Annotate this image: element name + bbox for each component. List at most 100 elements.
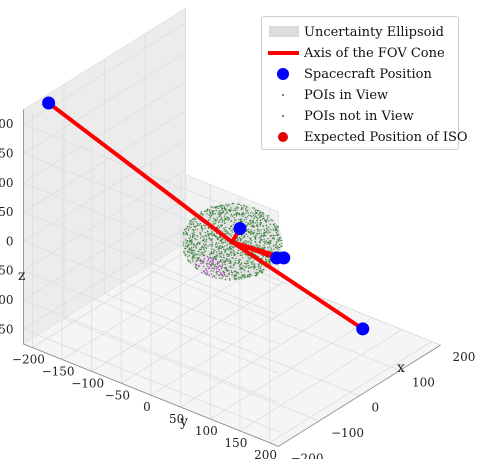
poi-in-view-point xyxy=(219,236,221,238)
poi-not-in-view-point xyxy=(208,274,210,277)
poi-in-view-point xyxy=(211,248,213,250)
poi-in-view-point xyxy=(208,233,211,235)
fov-axis-line xyxy=(230,240,365,331)
poi-not-in-view-point xyxy=(208,263,211,265)
poi-in-view-point xyxy=(263,229,266,232)
poi-in-view-point xyxy=(245,208,247,210)
poi-in-view-point xyxy=(243,219,246,221)
poi-in-view-point xyxy=(247,260,249,263)
poi-in-view-point xyxy=(197,253,199,255)
poi-in-view-point xyxy=(246,216,249,218)
poi-in-view-point xyxy=(192,221,194,223)
poi-in-view-point xyxy=(191,258,194,261)
poi-in-view-point xyxy=(224,239,227,241)
poi-in-view-point xyxy=(231,245,233,247)
x-tick-label: 200 xyxy=(453,350,476,364)
poi-in-view-point xyxy=(211,238,213,241)
poi-in-view-point xyxy=(252,212,254,214)
poi-in-view-point xyxy=(238,261,240,263)
poi-not-in-view-point xyxy=(215,268,218,270)
poi-in-view-point xyxy=(267,238,269,240)
poi-in-view-point xyxy=(223,222,226,224)
poi-in-view-point xyxy=(251,266,253,268)
poi-in-view-point xyxy=(209,216,211,219)
poi-in-view-point xyxy=(245,212,247,214)
poi-in-view-point xyxy=(216,219,218,221)
poi-in-view-point xyxy=(268,249,270,252)
poi-in-view-point xyxy=(225,232,228,234)
poi-in-view-point xyxy=(270,228,272,231)
poi-in-view-point xyxy=(260,229,262,231)
poi-in-view-point xyxy=(226,216,228,218)
poi-in-view-point xyxy=(234,214,236,216)
poi-in-view-point xyxy=(201,227,203,229)
x-tick-label: 100 xyxy=(412,375,435,389)
poi-in-view-point xyxy=(230,207,232,209)
poi-in-view-point xyxy=(250,231,253,233)
poi-in-view-point xyxy=(226,255,228,257)
poi-in-view-point xyxy=(219,260,221,263)
poi-in-view-point xyxy=(233,278,236,280)
poi-in-view-point xyxy=(240,218,243,220)
poi-in-view-point xyxy=(192,251,194,253)
poi-in-view-point xyxy=(255,244,257,247)
poi-in-view-point xyxy=(244,216,247,219)
poi-in-view-point xyxy=(253,235,255,238)
poi-in-view-point xyxy=(246,229,249,232)
poi-in-view-point xyxy=(278,237,280,239)
legend-label: Spacecraft Position xyxy=(304,66,432,82)
legend-item-iso: Expected Position of ISO xyxy=(262,126,468,148)
poi-in-view-point xyxy=(273,229,275,232)
poi-in-view-point xyxy=(192,249,195,251)
poi-in-view-point xyxy=(253,229,255,232)
poi-in-view-point xyxy=(266,228,268,230)
poi-in-view-point xyxy=(223,267,226,269)
poi-in-view-point xyxy=(224,213,226,215)
poi-in-view-point xyxy=(232,252,234,254)
poi-in-view-point xyxy=(276,247,278,250)
poi-in-view-point xyxy=(230,230,232,232)
poi-in-view-point xyxy=(229,260,232,262)
poi-in-view-point xyxy=(230,254,233,256)
poi-in-view-point xyxy=(206,238,208,240)
poi-in-view-point xyxy=(226,205,228,208)
poi-in-view-point xyxy=(215,206,217,208)
poi-in-view-point xyxy=(263,244,265,247)
poi-in-view-point xyxy=(191,240,193,242)
poi-in-view-point xyxy=(259,215,261,217)
poi-in-view-point xyxy=(213,251,215,253)
poi-in-view-point xyxy=(186,250,189,253)
poi-in-view-point xyxy=(261,213,263,215)
poi-in-view-point xyxy=(195,267,197,269)
poi-in-view-point xyxy=(238,219,240,221)
poi-in-view-point xyxy=(203,249,205,251)
poi-in-view-point xyxy=(244,269,246,272)
poi-in-view-point xyxy=(224,215,226,217)
poi-in-view-point xyxy=(229,227,231,230)
poi-in-view-point xyxy=(194,228,196,230)
poi-in-view-point xyxy=(235,212,237,214)
poi-in-view-point xyxy=(262,255,265,258)
poi-in-view-point xyxy=(192,237,194,239)
poi-in-view-point xyxy=(230,215,232,217)
poi-in-view-point xyxy=(242,212,245,215)
poi-in-view-point xyxy=(245,242,247,244)
poi-in-view-point xyxy=(246,260,248,262)
poi-in-view-point xyxy=(234,275,236,278)
poi-in-view-point xyxy=(251,232,254,234)
poi-in-view-point xyxy=(243,204,245,206)
x-axis-label: x xyxy=(397,360,405,376)
poi-in-view-point xyxy=(238,259,241,261)
poi-in-view-point xyxy=(239,268,241,270)
poi-in-view-point xyxy=(273,244,275,247)
poi-in-view-point xyxy=(273,224,275,226)
poi-in-view-point xyxy=(258,267,260,269)
poi-not-in-view-point xyxy=(207,257,210,260)
poi-in-view-point xyxy=(226,244,228,246)
poi-in-view-point xyxy=(230,265,232,267)
poi-in-view-point xyxy=(211,206,213,208)
poi-not-in-view-point xyxy=(221,273,223,275)
poi-in-view-point xyxy=(253,231,255,234)
poi-in-view-point xyxy=(206,209,208,212)
poi-in-view-point xyxy=(225,253,228,255)
